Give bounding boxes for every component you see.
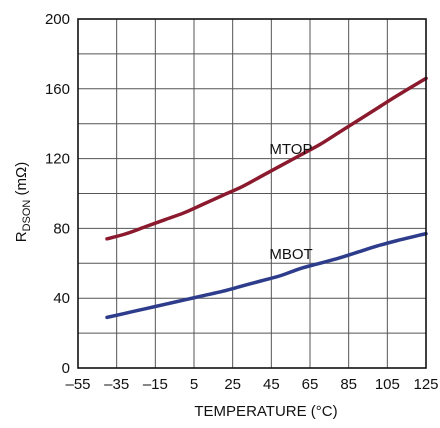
series-label-mbot: MBOT <box>269 246 312 263</box>
x-tick-label: 125 <box>413 376 438 393</box>
x-tick-label: 85 <box>340 376 357 393</box>
x-tick-label: 65 <box>302 376 319 393</box>
y-tick-label: 80 <box>53 220 70 237</box>
x-tick-label: –55 <box>65 376 90 393</box>
x-tick-label: 45 <box>263 376 280 393</box>
y-axis-title-main: R <box>13 231 30 242</box>
y-tick-label: 200 <box>45 11 70 28</box>
x-axis-title: TEMPERATURE (°C) <box>194 403 337 420</box>
x-tick-label: –15 <box>143 376 168 393</box>
tick-labels: –55 –35 –15 5 25 45 65 85 105 125 0 40 80 120 160 200 <box>45 11 439 393</box>
y-tick-label: 40 <box>53 290 70 307</box>
x-tick-label: 5 <box>190 376 198 393</box>
y-tick-label: 120 <box>45 151 70 168</box>
y-tick-label: 0 <box>62 360 70 377</box>
grid-lines <box>78 19 426 368</box>
x-tick-label: 25 <box>224 376 241 393</box>
y-axis-title-subscript: DSON <box>21 200 33 232</box>
series-lines <box>105 76 428 320</box>
plot-frame <box>77 18 427 369</box>
series-labels: MTOP MBOT <box>269 141 312 263</box>
y-axis-title: RDSON (mΩ) <box>13 162 33 243</box>
series-label-mtop: MTOP <box>269 141 312 158</box>
series-line-mbot <box>105 231 428 320</box>
x-tick-label: 105 <box>375 376 400 393</box>
series-line-mtop <box>105 76 428 241</box>
y-tick-label: 160 <box>45 81 70 98</box>
x-tick-label: –35 <box>104 376 129 393</box>
y-axis-title-unit: (mΩ) <box>13 162 30 200</box>
